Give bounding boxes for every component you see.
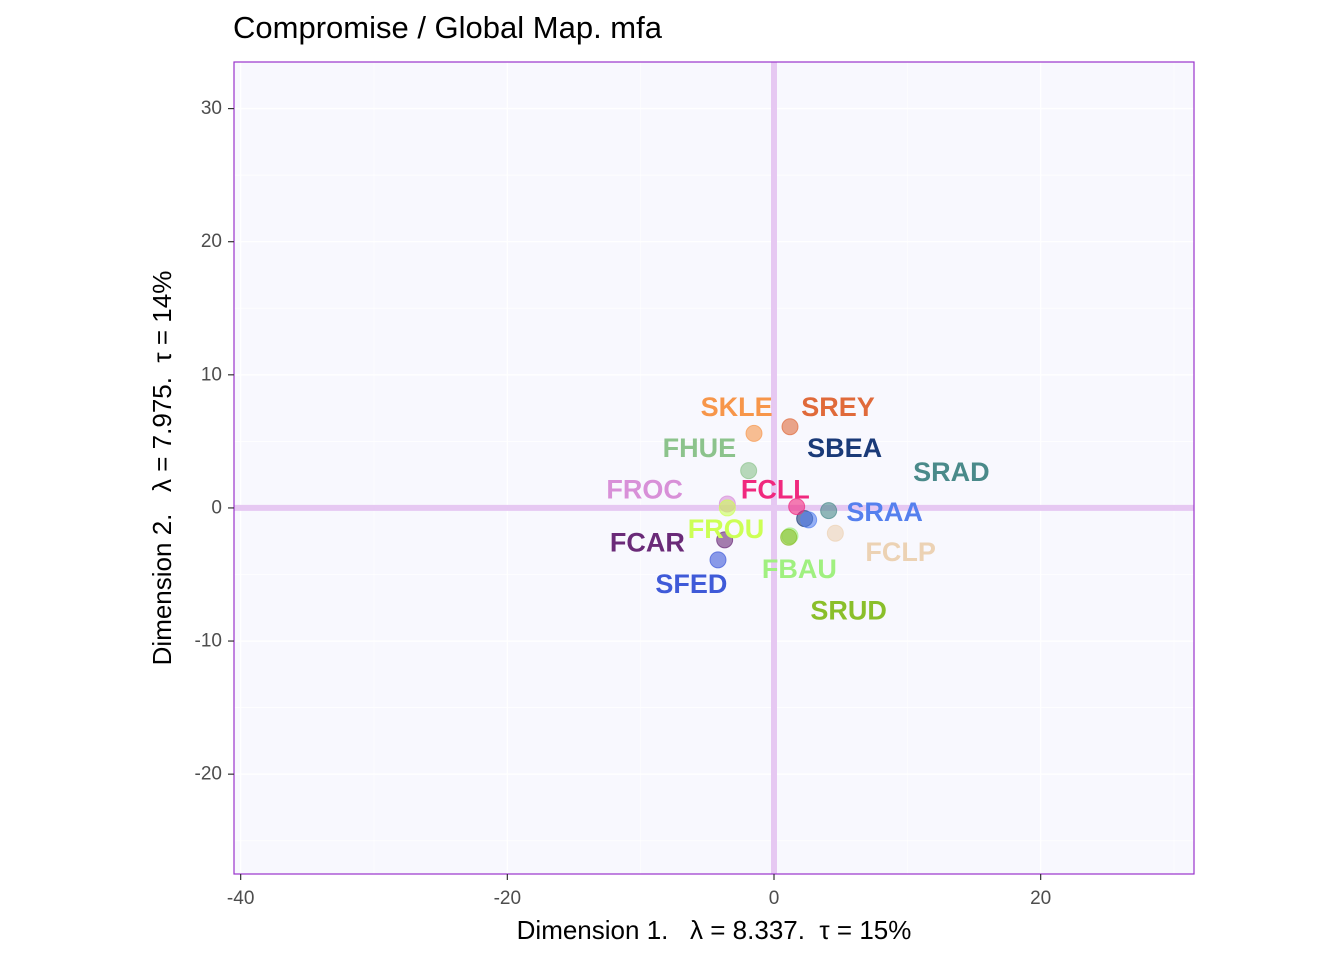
point-fcar — [716, 531, 734, 549]
y-axis-label: Dimension 2. λ = 7.975. τ = 14% — [147, 271, 177, 666]
reference-lines — [234, 62, 1194, 874]
point-srad — [820, 502, 838, 520]
point-skle — [745, 424, 763, 442]
y-tick-label: -10 — [195, 631, 222, 652]
point-sfed — [709, 551, 727, 569]
label-froc: FROC — [606, 474, 683, 504]
y-tick-label: 30 — [201, 98, 222, 119]
x-axis-label: Dimension 1. λ = 8.337. τ = 15% — [517, 915, 912, 945]
y-axis-ticks: -20 -10 0 10 20 30 — [195, 98, 234, 785]
label-fcar: FCAR — [610, 528, 685, 558]
point-srud — [780, 528, 798, 546]
label-skle: SKLE — [701, 392, 773, 422]
y-tick-label: 10 — [201, 364, 222, 385]
chart-title: Compromise / Global Map. mfa — [233, 10, 663, 45]
label-fhue: FHUE — [663, 433, 737, 463]
x-tick-label: 20 — [1030, 888, 1051, 909]
point-fhue — [740, 462, 758, 480]
label-srad: SRAD — [913, 457, 990, 487]
y-tick-label: 0 — [211, 497, 222, 518]
x-axis-ticks: -40 -20 0 20 — [227, 874, 1051, 909]
point-sraa — [800, 511, 818, 529]
point-fclp — [826, 524, 844, 542]
label-frou: FROU — [688, 514, 765, 544]
label-fbau: FBAU — [762, 554, 837, 584]
label-fcll: FCLL — [741, 474, 810, 504]
plot-panel — [234, 62, 1194, 874]
x-tick-label: -20 — [494, 888, 521, 909]
point-srey — [781, 418, 799, 436]
y-tick-label: -20 — [195, 764, 222, 785]
label-srud: SRUD — [810, 595, 887, 625]
label-sfed: SFED — [655, 569, 727, 599]
label-fclp: FCLP — [865, 537, 936, 567]
label-srey: SREY — [801, 392, 875, 422]
point-frou — [718, 499, 736, 517]
y-tick-label: 20 — [201, 231, 222, 252]
plot-panel-border — [233, 61, 1195, 875]
data-points — [709, 418, 844, 569]
label-sraa: SRAA — [846, 497, 923, 527]
x-tick-label: -40 — [227, 888, 254, 909]
x-tick-label: 0 — [769, 888, 780, 909]
label-sbea: SBEA — [807, 433, 882, 463]
point-fcll — [788, 498, 806, 516]
point-labels: SKLE SREY FHUE SBEA SRAD FCLL FROC SRAA FROUFCAR… — [606, 392, 989, 626]
